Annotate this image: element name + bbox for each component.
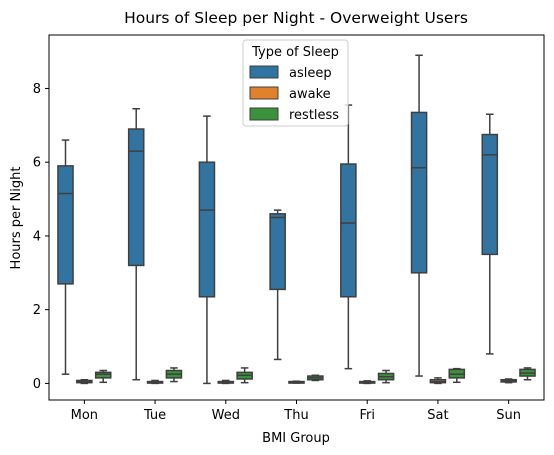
y-tick-label: 0 (33, 377, 41, 392)
x-axis-label: BMI Group (262, 431, 330, 446)
box-asleep-sun (481, 113, 499, 355)
box-asleep-sat (410, 54, 428, 377)
box-awake-mon (76, 378, 93, 385)
x-tick-label: Fri (359, 408, 375, 423)
legend-label-restless: restless (289, 108, 339, 123)
box-restless-wed (236, 367, 253, 384)
box-asleep-tue (127, 107, 145, 381)
x-tick-label: Wed (212, 408, 240, 423)
box-awake-sun (500, 378, 517, 384)
box-awake-sat (429, 377, 447, 385)
box-restless-fri (377, 369, 395, 384)
y-axis-label: Hours per Night (9, 167, 24, 270)
box-awake-tue (146, 379, 164, 385)
box-asleep-thu (269, 209, 286, 361)
x-tick-label: Tue (143, 408, 166, 423)
box-restless-tue (165, 367, 183, 383)
legend-swatch-asleep (249, 65, 279, 79)
box-restless-sun (519, 367, 536, 381)
legend-frame (242, 39, 349, 127)
legend-swatch-awake (249, 86, 279, 100)
box-body (94, 371, 112, 379)
legend: Type of Sleep asleep awake restless (242, 39, 349, 127)
box-body (481, 133, 499, 256)
plot-area: 0 2 4 6 8 Mon Tue Wed Thu Fri Sat Sun (33, 34, 545, 423)
box-awake-wed (217, 379, 235, 385)
box-body (57, 165, 74, 285)
y-tick-label: 2 (33, 303, 41, 318)
box-body (127, 128, 145, 267)
x-tick-label: Sun (496, 408, 521, 423)
x-tick-label: Sat (427, 408, 448, 423)
legend-title: Type of Sleep (251, 45, 339, 60)
box-body (269, 213, 286, 291)
legend-swatch-restless (249, 107, 279, 121)
box-body (410, 111, 428, 274)
y-tick-label: 4 (33, 229, 41, 244)
box-restless-mon (94, 369, 112, 384)
x-tick-label: Thu (283, 408, 308, 423)
box-restless-sat (448, 367, 466, 384)
legend-label-awake: awake (289, 87, 331, 102)
y-tick-label: 6 (33, 156, 41, 171)
box-asleep-mon (57, 139, 74, 375)
y-tick-label: 8 (33, 82, 41, 97)
box-restless-thu (307, 374, 324, 382)
box-awake-thu (288, 380, 305, 384)
box-asleep-fri (340, 104, 357, 370)
box-body (198, 161, 216, 298)
box-asleep-wed (198, 115, 216, 385)
legend-label-asleep: asleep (289, 66, 332, 81)
box-body (340, 163, 357, 298)
x-tick-label: Mon (71, 408, 98, 423)
chart-title: Hours of Sleep per Night - Overweight Us… (124, 9, 468, 27)
box-awake-fri (358, 380, 376, 385)
